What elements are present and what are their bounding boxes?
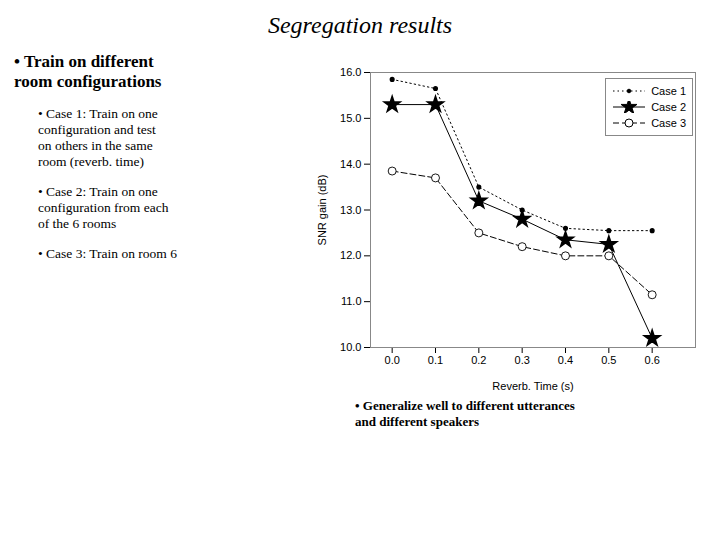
svg-text:0.0: 0.0 (385, 354, 400, 366)
svg-text:11.0: 11.0 (341, 295, 362, 307)
svg-text:0.5: 0.5 (601, 354, 616, 366)
html-text:• Generalize well to different: • Generalize well to different utterance… (355, 398, 575, 429)
svg-text:10.0: 10.0 (340, 341, 361, 353)
svg-text:0.4: 0.4 (558, 354, 573, 366)
html-text:Case 3: Case 3 (651, 117, 686, 129)
svg-text:16.0: 16.0 (340, 66, 361, 78)
svg-text:15.0: 15.0 (340, 112, 361, 124)
svg-text:SNR gain (dB): SNR gain (dB) (316, 175, 328, 246)
svg-text:12.0: 12.0 (340, 249, 361, 261)
svg-text:0.2: 0.2 (471, 354, 486, 366)
svg-text:0.6: 0.6 (645, 354, 660, 366)
html-text:Case 1: Case 1 (651, 85, 686, 97)
html-text:Segregation results: Segregation results (267, 12, 453, 38)
html-text:• Case 3: Train on room 6: • Case 3: Train on room 6 (38, 246, 177, 261)
svg-text:0.1: 0.1 (428, 354, 443, 366)
svg-text:0.3: 0.3 (515, 354, 530, 366)
html-text:• Case 2: Train on one configu: • Case 2: Train on one configuration fro… (38, 184, 169, 231)
svg-text:14.0: 14.0 (340, 158, 361, 170)
html-text:• Train on different room conf: • Train on different room configurations (14, 52, 162, 91)
html-text:Case 2: Case 2 (651, 101, 686, 113)
svg-text:Reverb. Time (s): Reverb. Time (s) (492, 380, 573, 392)
html-text:• Case 1: Train on one configu: • Case 1: Train on one configuration and… (38, 106, 158, 169)
svg-text:13.0: 13.0 (340, 204, 361, 216)
